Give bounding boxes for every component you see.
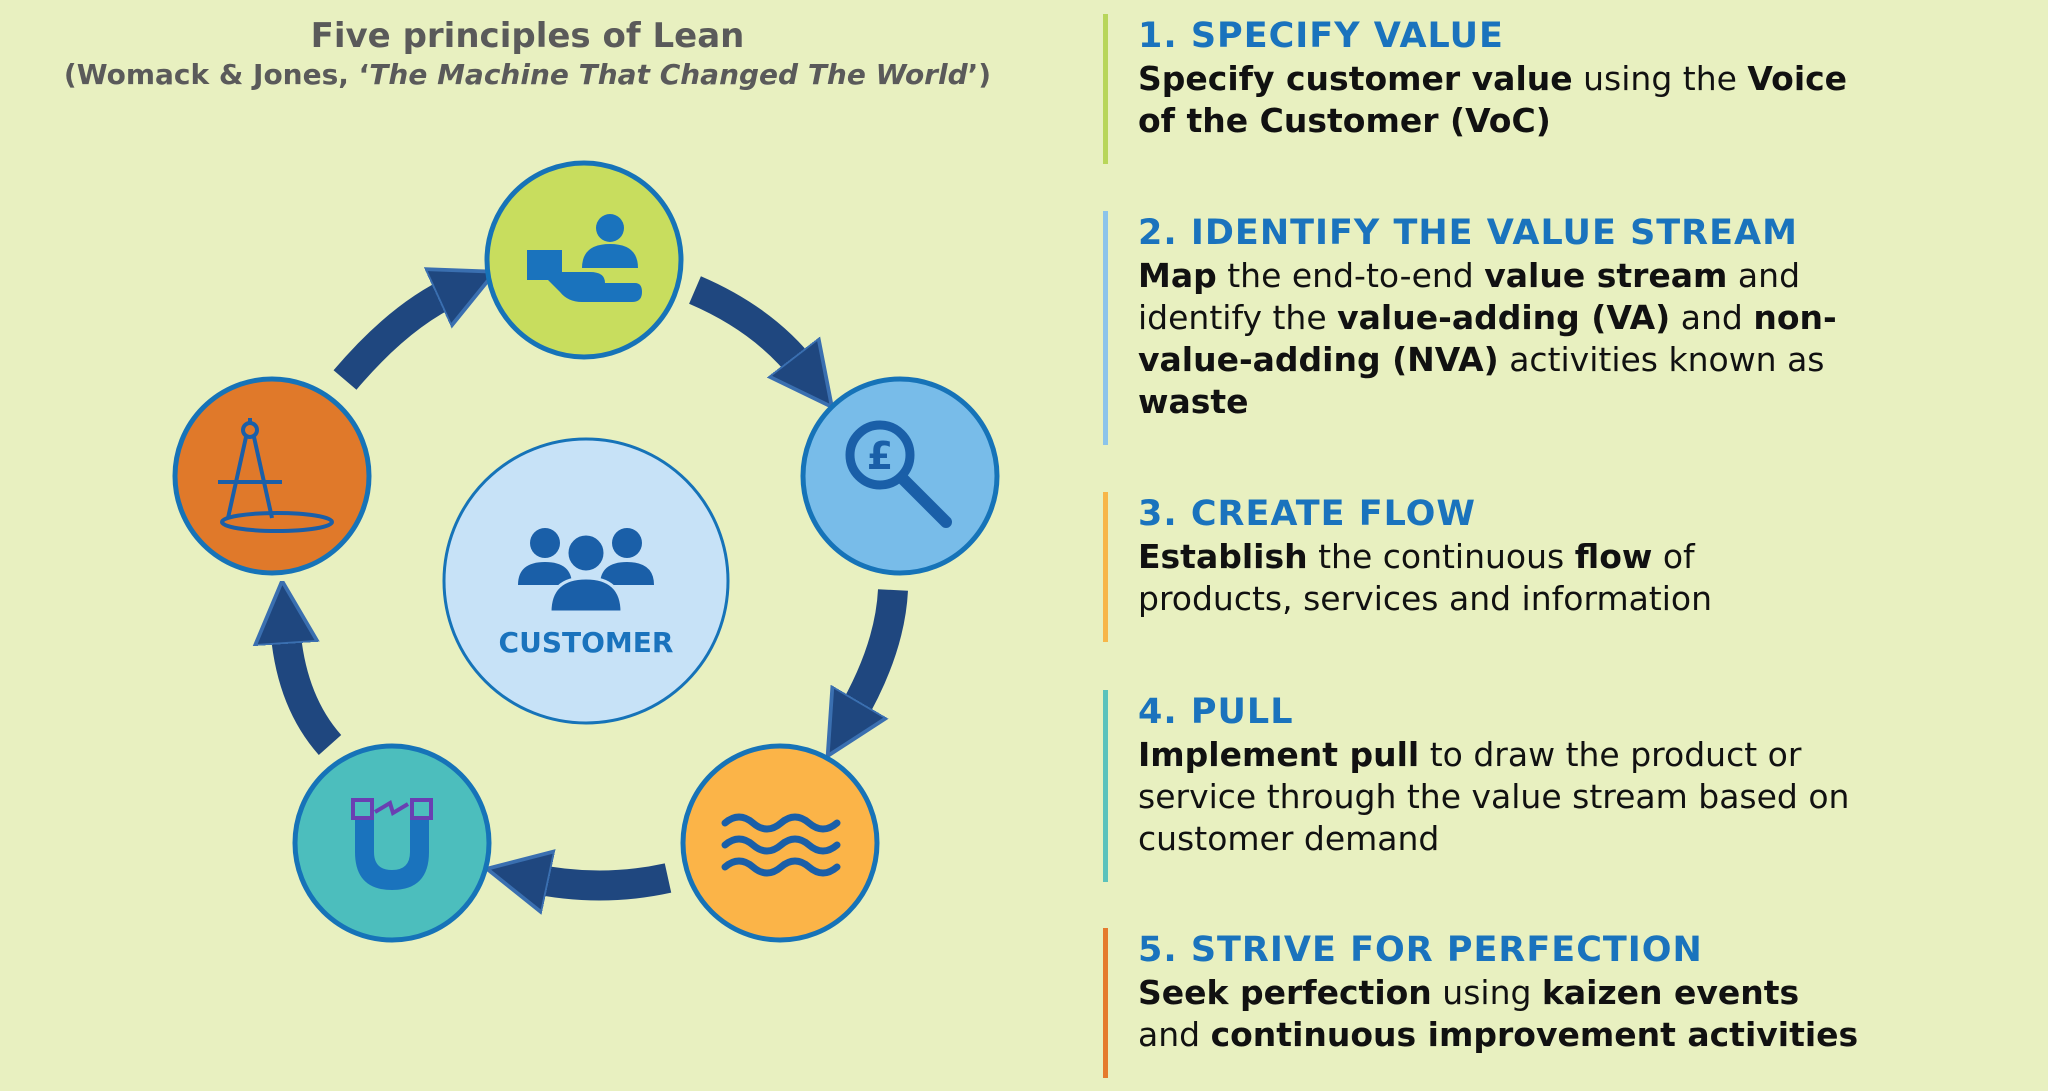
title-main: Five principles of Lean bbox=[310, 16, 745, 56]
principle-body-line: Specify customer value using the Voice bbox=[1138, 58, 2038, 100]
principle-heading: 5. STRIVE FOR PERFECTION bbox=[1138, 930, 1703, 970]
principle-5: 5. STRIVE FOR PERFECTION Seek perfection… bbox=[1103, 928, 2038, 1078]
principle-body-line: service through the value stream based o… bbox=[1138, 776, 2038, 818]
cycle-arrows bbox=[285, 276, 908, 886]
bold-text: Seek perfection bbox=[1138, 973, 1432, 1012]
bold-text: Establish bbox=[1138, 537, 1308, 576]
bold-text: Voice bbox=[1747, 59, 1848, 98]
bold-text: non- bbox=[1753, 298, 1837, 337]
bold-text: of the Customer (VoC) bbox=[1138, 101, 1551, 140]
bold-text: Implement pull bbox=[1138, 735, 1420, 774]
principle-3: 3. CREATE FLOW Establish the continuous … bbox=[1103, 492, 2038, 642]
principle-body-line: Map the end-to-end value stream and bbox=[1138, 255, 2038, 297]
principle-body: Map the end-to-end value stream and ident… bbox=[1138, 255, 2038, 423]
node-specify-value bbox=[484, 160, 684, 360]
bold-text: value-adding (NVA) bbox=[1138, 340, 1499, 379]
bold-text: waste bbox=[1138, 382, 1249, 421]
principle-body-line: of the Customer (VoC) bbox=[1138, 100, 2038, 142]
principle-2: 2. IDENTIFY THE VALUE STREAM Map the end… bbox=[1103, 211, 2038, 445]
principle-body-line: waste bbox=[1138, 381, 2038, 423]
body-text: and bbox=[1138, 1015, 1211, 1054]
body-text: the end-to-end bbox=[1216, 256, 1485, 295]
body-text: and bbox=[1727, 256, 1801, 295]
arrow-pull-to-perfection bbox=[285, 625, 342, 755]
subtitle-book-title: The Machine That Changed The World bbox=[369, 58, 968, 91]
body-text: the continuous bbox=[1307, 537, 1575, 576]
principle-1: 1. SPECIFY VALUE Specify customer value … bbox=[1103, 14, 2038, 164]
body-text: service through the value stream based o… bbox=[1138, 777, 1850, 816]
compass-icon bbox=[218, 418, 334, 533]
body-text: using bbox=[1431, 973, 1542, 1012]
body-text: customer demand bbox=[1138, 819, 1440, 858]
body-text: of bbox=[1652, 537, 1695, 576]
principle-body: Specify customer value using the Voice of… bbox=[1138, 58, 2038, 142]
bold-text: Specify customer value bbox=[1138, 59, 1573, 98]
node-perfection bbox=[172, 376, 372, 576]
waves-icon bbox=[721, 813, 841, 877]
principle-body-line: customer demand bbox=[1138, 818, 2038, 860]
title-subtitle: (Womack & Jones, ‘The Machine That Chang… bbox=[0, 58, 1055, 92]
arrow-perfection-to-value bbox=[333, 290, 455, 390]
bold-text: flow bbox=[1574, 537, 1653, 576]
principle-body-line: and continuous improvement activities bbox=[1138, 1014, 2038, 1056]
pound-magnifier-icon: £ bbox=[845, 420, 952, 528]
bold-text: kaizen events bbox=[1541, 973, 1800, 1012]
bold-text: continuous improvement activities bbox=[1210, 1015, 1859, 1054]
bold-text: value stream bbox=[1484, 256, 1728, 295]
principle-body-line: Implement pull to draw the product or bbox=[1138, 734, 2038, 776]
principle-body: Implement pull to draw the product or ser… bbox=[1138, 734, 2038, 860]
body-text: and bbox=[1670, 298, 1754, 337]
body-text: products, services and information bbox=[1138, 579, 1713, 618]
lean-cycle-diagram: £ bbox=[172, 160, 1000, 943]
principle-body-line: products, services and information bbox=[1138, 578, 2038, 620]
principle-body-line: identify the value-adding (VA) and non- bbox=[1138, 297, 2038, 339]
principle-heading: 1. SPECIFY VALUE bbox=[1138, 16, 1504, 56]
body-text: to draw the product or bbox=[1419, 735, 1802, 774]
principle-4: 4. PULL Implement pull to draw the produ… bbox=[1103, 690, 2038, 882]
bold-text: value-adding (VA) bbox=[1337, 298, 1671, 337]
hand-person-icon bbox=[527, 214, 642, 302]
principle-body-line: value-adding (NVA) activities known as bbox=[1138, 339, 2038, 381]
svg-text:£: £ bbox=[867, 434, 893, 478]
bold-text: Map bbox=[1138, 256, 1217, 295]
principle-body-line: Establish the continuous flow of bbox=[1138, 536, 2038, 578]
principle-heading: 4. PULL bbox=[1138, 692, 1294, 732]
body-text: using the bbox=[1572, 59, 1748, 98]
arrow-flow-to-pull bbox=[530, 878, 672, 886]
node-pull bbox=[292, 743, 492, 943]
magnet-icon bbox=[351, 798, 433, 890]
node-value-stream: £ bbox=[800, 376, 1000, 576]
body-text: identify the bbox=[1138, 298, 1338, 337]
principle-body: Seek perfection using kaizen events and c… bbox=[1138, 972, 2038, 1056]
customer-group-icon bbox=[518, 528, 654, 614]
diagram-title: Five principles of Lean (Womack & Jones,… bbox=[0, 14, 1055, 92]
center-label: CUSTOMER bbox=[499, 626, 674, 659]
principle-body-line: Seek perfection using kaizen events bbox=[1138, 972, 2038, 1014]
node-create-flow bbox=[680, 743, 880, 943]
center-customer: CUSTOMER bbox=[442, 437, 730, 725]
body-text: activities known as bbox=[1498, 340, 1825, 379]
principle-heading: 3. CREATE FLOW bbox=[1138, 494, 1477, 534]
arrow-stream-to-flow bbox=[850, 588, 908, 718]
subtitle-suffix: ’) bbox=[967, 58, 992, 91]
subtitle-prefix: (Womack & Jones, ‘ bbox=[63, 58, 370, 91]
principle-heading: 2. IDENTIFY THE VALUE STREAM bbox=[1138, 213, 1798, 253]
principle-body: Establish the continuous flow of products… bbox=[1138, 536, 2038, 620]
arrow-value-to-stream bbox=[688, 276, 805, 372]
